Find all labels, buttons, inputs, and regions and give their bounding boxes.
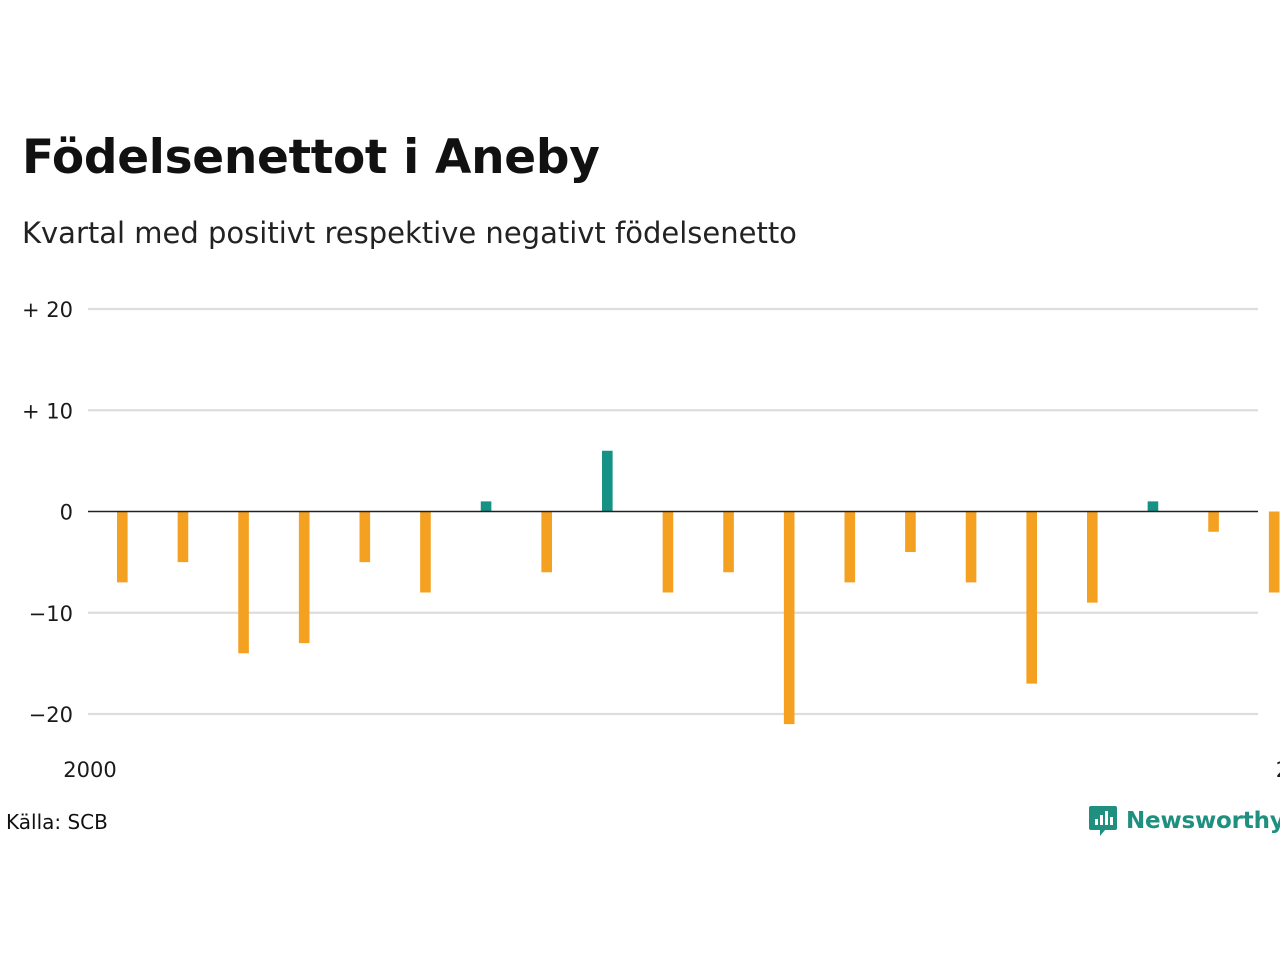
y-tick-label: + 20 (22, 298, 73, 322)
x-tick-label: 2000 (63, 758, 116, 782)
bar-2001-q3 (480, 501, 492, 512)
y-tick-label: 0 (60, 501, 73, 525)
newsworthy-logo: Newsworthy (1088, 804, 1280, 838)
bar-2003-q3 (965, 511, 977, 583)
bar-2001-q4 (541, 511, 552, 573)
chart-subtitle: Kvartal med positivt respektive negativt… (22, 216, 797, 250)
bar-2004-q4 (1268, 511, 1280, 593)
bar-2000-q2 (177, 511, 189, 563)
bar-2002-q3 (723, 511, 734, 573)
bar-2003-q4 (1026, 511, 1037, 684)
bar-2004-q2 (1147, 501, 1159, 512)
bar-2004-q3 (1208, 511, 1219, 532)
x-tick-label: 2005 (1276, 758, 1280, 782)
bars (117, 450, 1280, 725)
source-note: Källa: SCB (6, 810, 108, 834)
bar-2000-q1 (117, 511, 128, 583)
y-tick-label: + 10 (22, 399, 73, 423)
grid-lines (88, 307, 1258, 716)
bar-2003-q1 (844, 511, 856, 583)
bar-2001-q1 (359, 511, 371, 563)
y-tick-label: −20 (29, 703, 73, 727)
bar-2004-q1 (1087, 511, 1098, 603)
chart-title: Födelsenettot i Aneby (22, 130, 600, 185)
bar-2003-q2 (905, 511, 916, 552)
newsworthy-logo-icon (1089, 806, 1117, 836)
y-axis-ticks: + 20 + 10 0 −10 −20 (22, 298, 73, 727)
y-tick-label: −10 (29, 602, 73, 626)
x-axis-ticks: 20002005201020152020 (63, 758, 1280, 782)
bar-2002-q1 (602, 450, 613, 512)
brand-name: Newsworthy (1126, 808, 1280, 834)
bar-2002-q2 (662, 511, 674, 593)
bar-2002-q4 (783, 511, 795, 725)
bar-2000-q3 (238, 511, 249, 654)
bar-2001-q2 (420, 511, 431, 593)
bar-2000-q4 (298, 511, 310, 644)
